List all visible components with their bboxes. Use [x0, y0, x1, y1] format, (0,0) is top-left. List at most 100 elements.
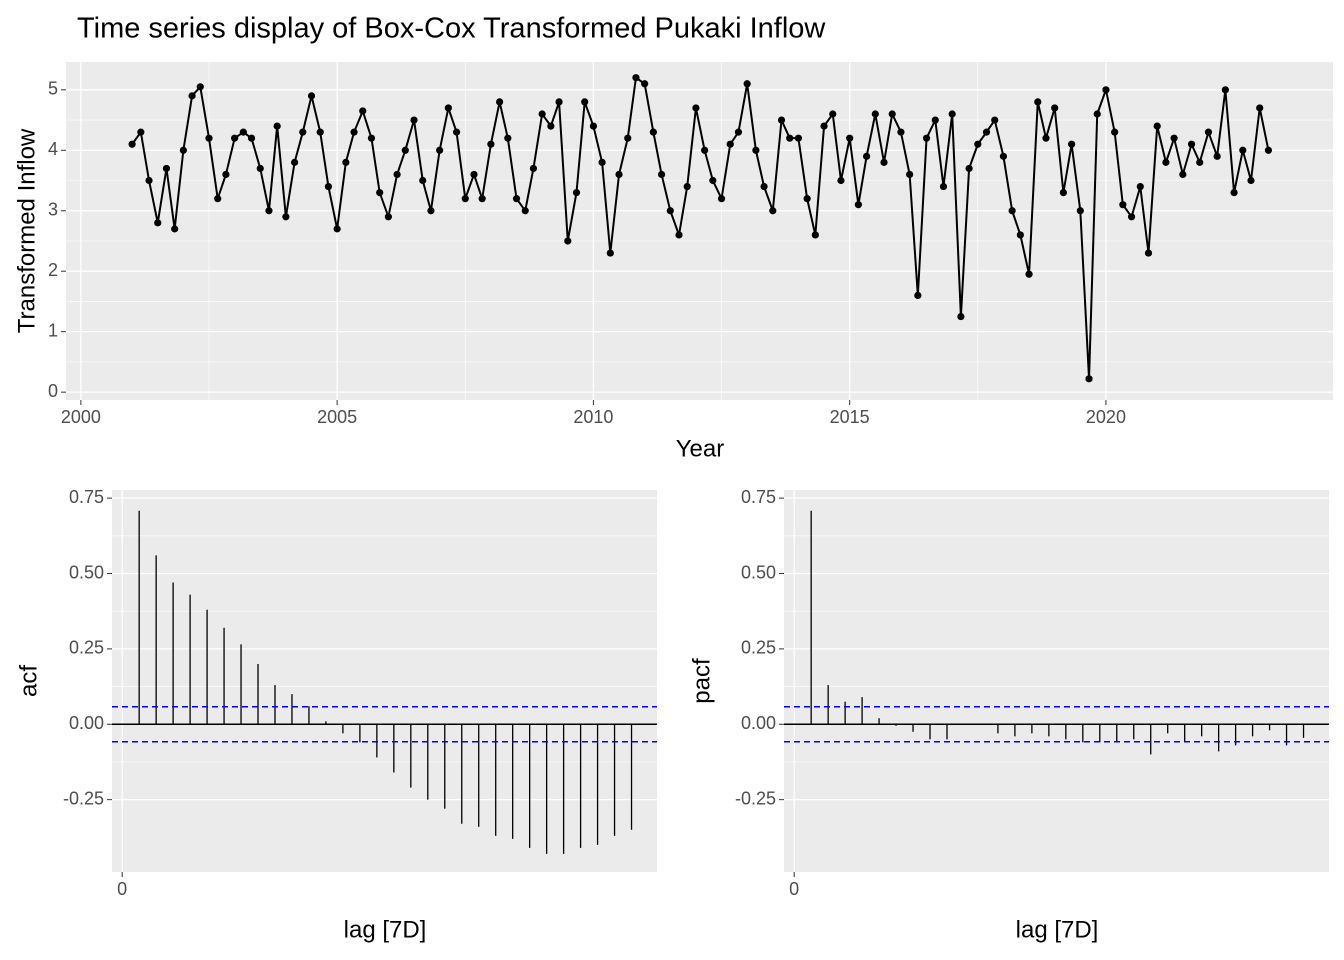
data-point [1136, 182, 1144, 191]
data-point [273, 122, 281, 130]
data-point [862, 152, 871, 160]
data-point [214, 195, 222, 203]
data-point [478, 195, 486, 203]
data-point [188, 92, 196, 100]
data-point [162, 164, 171, 173]
data-point [1085, 375, 1093, 383]
data-point [897, 128, 905, 136]
data-point [555, 98, 563, 106]
data-point [1264, 146, 1273, 154]
data-point [752, 146, 760, 154]
data-point [803, 195, 811, 203]
data-point [1093, 110, 1101, 118]
data-point [641, 80, 649, 88]
data-point [931, 116, 939, 124]
y-tick-label: 5 [48, 79, 58, 99]
data-point [846, 134, 854, 142]
data-point [470, 170, 478, 179]
data-point [1170, 134, 1178, 142]
data-point [948, 110, 956, 118]
data-point [624, 134, 632, 142]
data-point [196, 83, 204, 91]
y-tick-label: 2 [48, 260, 58, 280]
data-point [786, 134, 794, 142]
data-point [452, 128, 461, 136]
data-point [1213, 152, 1221, 160]
data-point [376, 189, 384, 197]
data-point [760, 182, 768, 191]
series-line [131, 75, 1270, 379]
data-point [1179, 170, 1187, 179]
data-point [854, 201, 862, 209]
data-point [299, 128, 307, 136]
y-tick-label: 0.25 [741, 638, 776, 658]
y-tick-label: 0.00 [69, 713, 104, 733]
data-point [1153, 122, 1161, 130]
data-point [871, 110, 879, 118]
data-point [316, 128, 324, 136]
data-point [880, 158, 888, 166]
data-point [965, 164, 973, 173]
data-point [1042, 134, 1050, 142]
data-point [1025, 270, 1033, 278]
data-point [675, 231, 683, 239]
data-point [436, 146, 444, 154]
data-point [906, 170, 914, 179]
data-point [709, 176, 717, 185]
data-point [589, 122, 598, 130]
data-point [598, 158, 606, 166]
data-point [444, 104, 452, 112]
data-point [179, 146, 187, 154]
chart-title: Time series display of Box-Cox Transform… [77, 13, 826, 45]
data-point [1068, 140, 1076, 148]
data-point [820, 122, 828, 130]
data-point [1256, 104, 1264, 112]
data-point [367, 134, 376, 142]
data-point [777, 116, 786, 124]
y-axis-title: acf [15, 665, 42, 697]
data-point [572, 189, 581, 197]
data-point [1051, 104, 1059, 112]
x-axis-title: Year [676, 435, 725, 462]
data-point [743, 80, 751, 88]
x-tick-label: 2020 [1086, 407, 1126, 427]
y-tick-label: -0.25 [735, 788, 776, 808]
data-point [419, 176, 427, 185]
data-point [1204, 128, 1213, 136]
data-point [666, 207, 674, 215]
x-tick-label: 0 [117, 879, 127, 899]
data-point [231, 134, 239, 142]
data-point [564, 237, 572, 245]
data-point [726, 140, 734, 148]
data-point [888, 110, 896, 118]
data-point [384, 213, 392, 221]
y-tick-label: 0 [48, 381, 58, 401]
data-point [1008, 207, 1016, 215]
y-tick-label: -0.25 [63, 788, 104, 808]
data-point [1127, 213, 1136, 221]
data-point [410, 116, 418, 124]
data-point [521, 207, 529, 215]
x-tick-label: 2015 [830, 407, 870, 427]
data-point [649, 128, 657, 136]
data-point [974, 140, 982, 148]
data-point [265, 207, 273, 215]
data-point [496, 98, 504, 106]
data-point [657, 170, 666, 179]
data-point [794, 134, 803, 142]
data-point [290, 158, 299, 166]
y-axis-title: Transformed Inflow [13, 128, 40, 333]
data-point [239, 128, 247, 136]
y-tick-label: 1 [48, 320, 58, 340]
data-point [837, 176, 845, 185]
data-point [1119, 201, 1127, 209]
data-point [1239, 146, 1247, 154]
data-point [307, 92, 316, 100]
data-point [829, 110, 837, 118]
data-point [615, 170, 623, 179]
data-point [769, 207, 777, 215]
data-point [393, 170, 401, 179]
y-axis-title: pacf [688, 658, 715, 704]
data-point [145, 176, 153, 185]
panel-background [784, 490, 1329, 872]
